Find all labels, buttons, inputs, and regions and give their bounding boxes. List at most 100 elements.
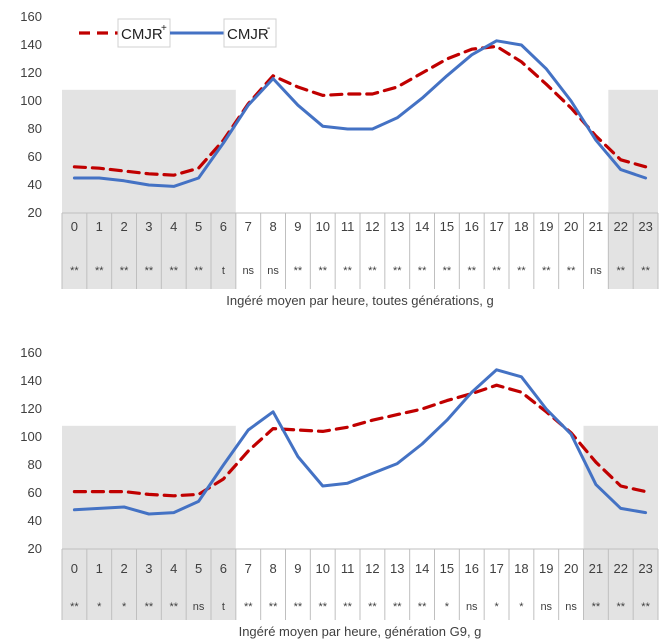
significance-label: ** [70,265,79,277]
hour-label: 5 [195,561,202,576]
hour-label: 15 [440,219,454,234]
significance-label: ** [393,601,402,613]
hour-label: 12 [365,561,379,576]
y-tick-label: 120 [20,401,42,416]
hour-table [61,548,659,620]
significance-label: ** [368,265,377,277]
significance-label: ** [542,265,551,277]
hour-label: 1 [96,561,103,576]
hour-label: 3 [145,561,152,576]
y-tick-label: 120 [20,65,42,80]
significance-label: * [122,601,127,613]
y-tick-label: 140 [20,37,42,52]
chart-2: 204060801001201401600**1*2*3**4**5ns6t7*… [20,345,659,639]
y-tick-label: 20 [28,205,42,220]
significance-label: ** [294,265,303,277]
significance-label: ** [418,265,427,277]
significance-label: ns [540,601,552,613]
significance-label: ** [194,265,203,277]
legend-label-plus: CMJR [121,26,163,43]
significance-label: ** [294,601,303,613]
hour-label: 4 [170,219,177,234]
x-axis-label: Ingéré moyen par heure, génération G9, g [239,624,482,639]
hour-label: 19 [539,561,553,576]
significance-label: ns [466,601,478,613]
significance-label: ** [641,601,650,613]
hour-label: 6 [220,561,227,576]
hour-label: 17 [489,219,503,234]
y-tick-label: 40 [28,513,42,528]
significance-label: ** [269,601,278,613]
y-tick-label: 100 [20,93,42,108]
hour-label: 23 [638,219,652,234]
hour-label: 22 [614,219,628,234]
hour-label: 0 [71,561,78,576]
hour-label: 13 [390,219,404,234]
y-tick-label: 160 [20,345,42,360]
significance-label: ** [368,601,377,613]
y-tick-label: 160 [20,9,42,24]
hour-label: 18 [514,561,528,576]
hour-label: 18 [514,219,528,234]
hour-label: 8 [269,561,276,576]
legend-sup-plus: + [161,23,167,34]
significance-label: ** [169,265,178,277]
shaded-region-1 [62,89,236,289]
significance-label: ns [193,601,205,613]
hour-label: 16 [465,219,479,234]
series-line-cmjr-plus [72,44,648,177]
hour-label: 7 [245,561,252,576]
hour-label: 21 [589,219,603,234]
significance-label: ** [145,601,154,613]
significance-label: ** [169,601,178,613]
significance-label: ** [343,601,352,613]
significance-label: ** [517,265,526,277]
significance-label: t [222,265,225,277]
significance-label: ** [393,265,402,277]
hour-label: 12 [365,219,379,234]
series-line-cmjr-plus [72,383,648,498]
hour-label: 0 [71,219,78,234]
hour-label: 3 [145,219,152,234]
hour-label: 10 [316,219,330,234]
y-tick-label: 100 [20,429,42,444]
hour-label: 10 [316,561,330,576]
legend-box-plus [117,18,171,48]
hour-label: 16 [465,561,479,576]
significance-label: ** [492,265,501,277]
significance-label: ** [145,265,154,277]
hour-label: 11 [341,561,355,576]
y-tick-label: 60 [28,149,42,164]
hour-label: 22 [614,561,628,576]
significance-label: ** [641,265,650,277]
significance-label: ** [244,601,253,613]
hour-label: 15 [440,561,454,576]
hour-label: 8 [269,219,276,234]
significance-label: ns [242,265,254,277]
significance-label: ** [120,265,129,277]
legend-label-minus: CMJR [227,26,269,43]
hour-label: 6 [220,219,227,234]
hour-label: 20 [564,561,578,576]
hour-label: 23 [638,561,652,576]
series-line-cmjr-minus [72,39,648,188]
significance-label: ** [567,265,576,277]
significance-label: ** [318,265,327,277]
significance-label: ns [565,601,577,613]
legend-box-minus [223,18,277,48]
shaded-region-1 [62,425,236,620]
y-tick-label: 80 [28,121,42,136]
significance-label: ** [592,601,601,613]
y-tick-label: 80 [28,457,42,472]
hour-label: 17 [489,561,503,576]
hour-label: 9 [294,561,301,576]
significance-label: ns [590,265,602,277]
y-tick-label: 140 [20,373,42,388]
legend: CMJR+ CMJR- [79,18,277,48]
chart-1: 20 40 60 80 100 120 140 160 0 ** 1 ** 2 ** 3 ** 4 ** 5 ** 6 t… [20,9,659,308]
x-axis-label: Ingéré moyen par heure, toutes génératio… [226,293,493,308]
y-tick-label: 20 [28,541,42,556]
significance-label: * [97,601,102,613]
hour-label: 4 [170,561,177,576]
